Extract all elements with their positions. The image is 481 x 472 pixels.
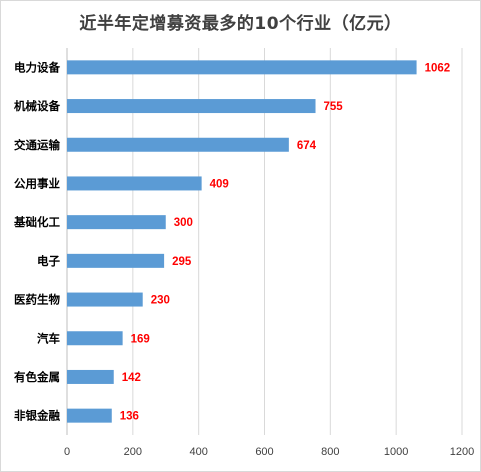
category-label: 公用事业	[14, 176, 60, 190]
bar	[67, 369, 114, 384]
chart-title: 近半年定增募资最多的10个行业（亿元）	[79, 14, 402, 34]
x-tick-label: 1000	[384, 446, 408, 458]
category-label: 电子	[37, 254, 60, 268]
data-label: 295	[172, 256, 192, 268]
data-label: 1062	[425, 62, 451, 74]
x-tick-label: 0	[64, 446, 70, 458]
bar	[67, 253, 165, 268]
category-label: 有色金属	[14, 370, 60, 384]
category-label: 汽车	[37, 331, 60, 345]
x-tick-label: 200	[124, 446, 142, 458]
category-label: 交通运输	[14, 138, 60, 152]
category-label: 电力设备	[14, 60, 60, 74]
x-tick-label: 800	[321, 446, 339, 458]
category-label: 医药生物	[14, 293, 60, 307]
category-label: 非银金融	[14, 409, 60, 423]
data-label: 142	[122, 372, 141, 384]
bar	[67, 99, 316, 114]
bar	[67, 137, 289, 152]
data-label: 230	[151, 295, 170, 307]
bar	[67, 292, 143, 307]
category-label: 机械设备	[14, 99, 60, 113]
x-tick-label: 1200	[450, 446, 474, 458]
data-label: 409	[210, 178, 229, 190]
data-label: 169	[131, 333, 150, 345]
data-label: 755	[324, 101, 344, 113]
bar	[67, 331, 123, 346]
data-label: 136	[120, 411, 139, 423]
bar	[67, 60, 417, 75]
x-tick-label: 400	[189, 446, 207, 458]
data-label: 300	[174, 217, 193, 229]
data-label: 674	[297, 140, 317, 152]
bar	[67, 408, 112, 423]
bar	[67, 176, 202, 191]
category-label: 基础化工	[13, 215, 60, 229]
bar	[67, 215, 166, 230]
x-tick-label: 600	[255, 446, 273, 458]
